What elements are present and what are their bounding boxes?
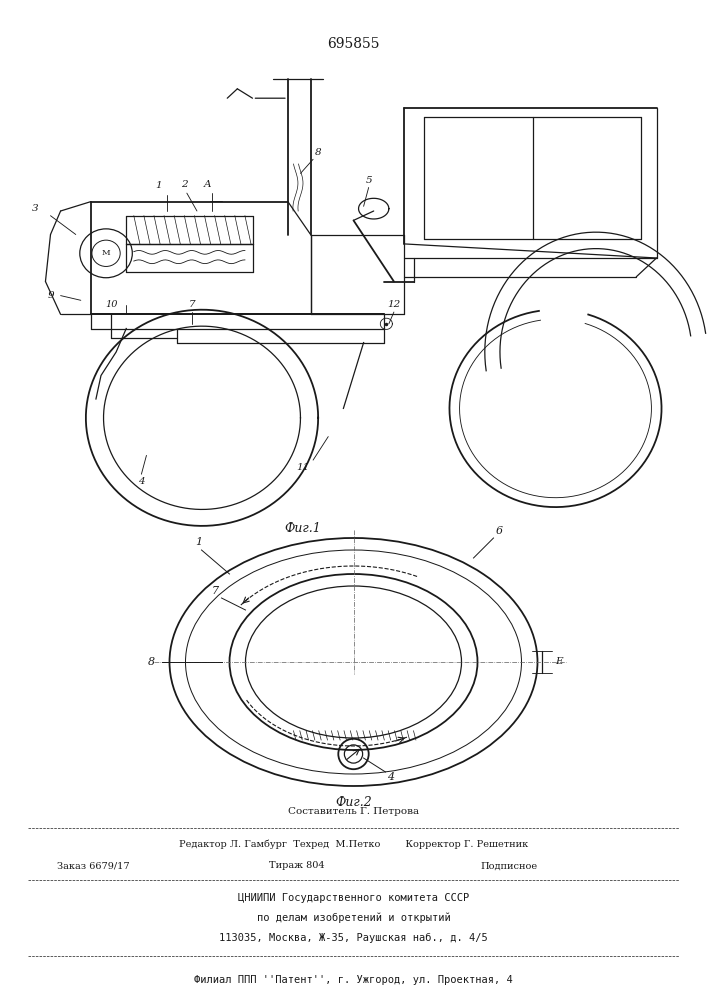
Text: 4: 4 bbox=[387, 772, 395, 782]
Text: Подписное: Подписное bbox=[481, 861, 538, 870]
Text: 3: 3 bbox=[32, 204, 39, 213]
Text: Редактор Л. Гамбург  Техред  М.Петко        Корректор Г. Решетник: Редактор Л. Гамбург Техред М.Петко Корре… bbox=[179, 839, 528, 849]
Text: 11: 11 bbox=[296, 462, 310, 472]
Text: Филиал ППП ''Патент'', г. Ужгород, ул. Проектная, 4: Филиал ППП ''Патент'', г. Ужгород, ул. П… bbox=[194, 975, 513, 985]
Text: 5: 5 bbox=[366, 176, 372, 185]
Text: по делам изобретений и открытий: по делам изобретений и открытий bbox=[257, 913, 450, 923]
Text: 113035, Москва, Ж-35, Раушская наб., д. 4/5: 113035, Москва, Ж-35, Раушская наб., д. … bbox=[219, 933, 488, 943]
Text: 9: 9 bbox=[47, 291, 54, 300]
Text: A: A bbox=[204, 180, 211, 189]
Text: 1: 1 bbox=[196, 537, 203, 547]
Text: 695855: 695855 bbox=[327, 37, 380, 51]
Text: Составитель Г. Петрова: Составитель Г. Петрова bbox=[288, 808, 419, 816]
Text: Тираж 804: Тираж 804 bbox=[269, 861, 325, 870]
Text: M: M bbox=[102, 249, 110, 257]
Text: 1: 1 bbox=[156, 180, 163, 190]
Text: 10: 10 bbox=[105, 300, 117, 309]
Text: E: E bbox=[556, 658, 563, 666]
Text: 8: 8 bbox=[315, 148, 322, 157]
Text: Заказ 6679/17: Заказ 6679/17 bbox=[57, 861, 129, 870]
Text: 4: 4 bbox=[138, 477, 145, 486]
Text: 8: 8 bbox=[148, 657, 155, 667]
Text: 2: 2 bbox=[181, 180, 187, 189]
Text: ЦНИИПИ Государственного комитета СССР: ЦНИИПИ Государственного комитета СССР bbox=[238, 893, 469, 903]
Text: Фиг.1: Фиг.1 bbox=[285, 522, 322, 535]
Text: 7: 7 bbox=[211, 586, 218, 596]
Text: 7: 7 bbox=[189, 300, 195, 309]
Text: Фиг.2: Фиг.2 bbox=[335, 796, 372, 808]
Text: 6: 6 bbox=[496, 526, 503, 536]
Text: 12: 12 bbox=[387, 300, 401, 309]
